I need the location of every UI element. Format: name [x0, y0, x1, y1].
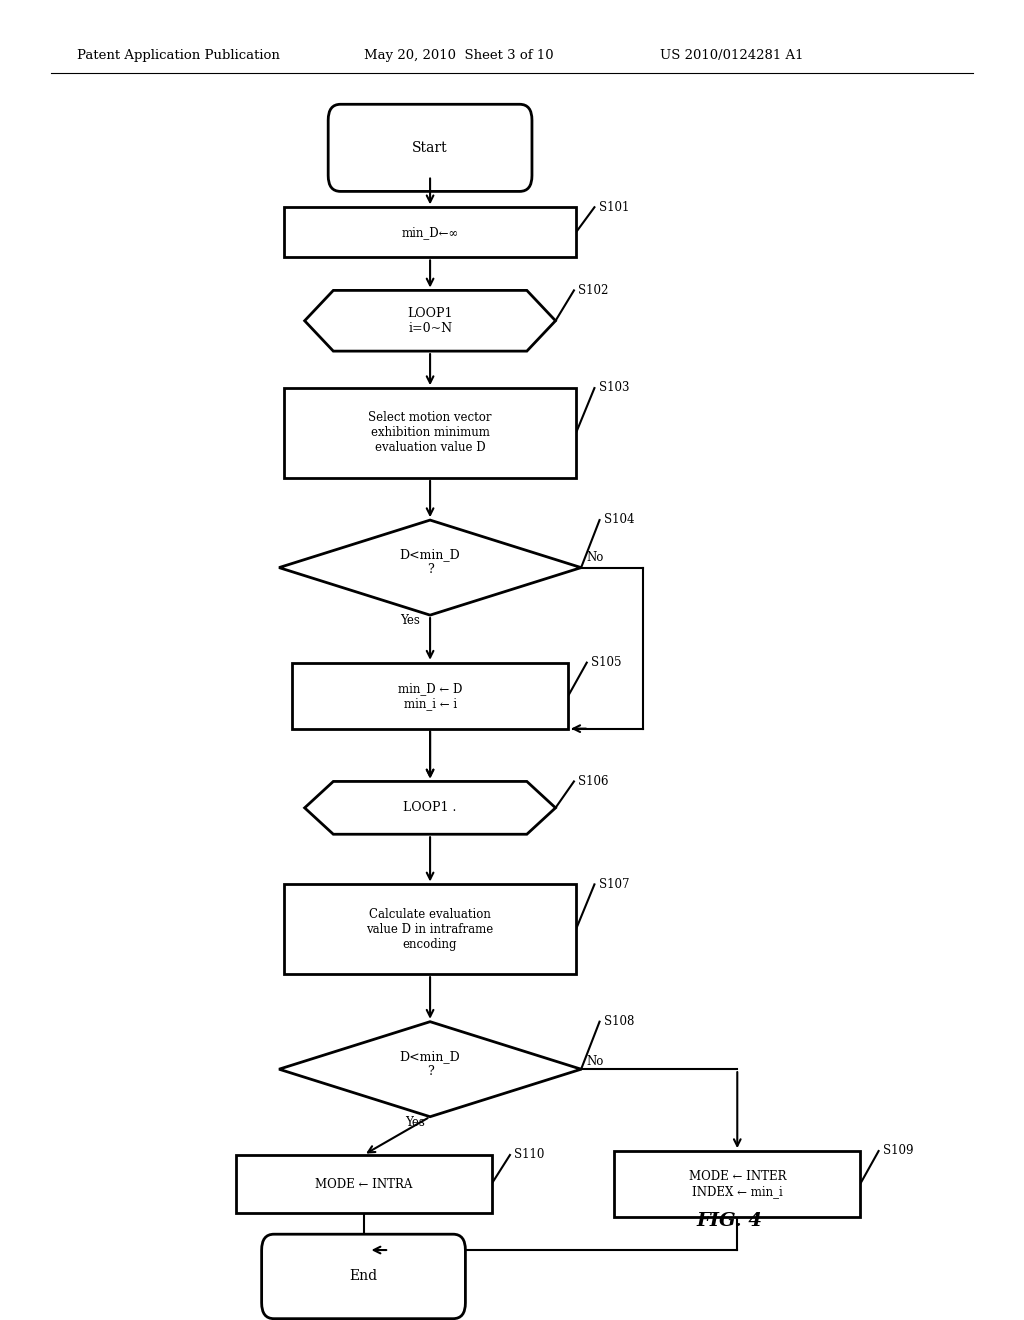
Bar [236, 1155, 492, 1213]
Text: MODE ← INTRA: MODE ← INTRA [314, 1177, 413, 1191]
FancyBboxPatch shape [328, 104, 532, 191]
Text: S110: S110 [514, 1148, 545, 1162]
Bar [614, 1151, 860, 1217]
Text: Patent Application Publication: Patent Application Publication [77, 49, 280, 62]
Text: LOOP1 .: LOOP1 . [403, 801, 457, 814]
Text: Calculate evaluation
value D in intraframe
encoding: Calculate evaluation value D in intrafra… [367, 908, 494, 950]
Text: Start: Start [413, 141, 447, 154]
Text: LOOP1
i=0~N: LOOP1 i=0~N [408, 306, 453, 335]
Text: Yes: Yes [406, 1115, 425, 1129]
Bar [284, 884, 575, 974]
Bar [284, 207, 575, 257]
Text: S104: S104 [604, 513, 634, 527]
Polygon shape [305, 290, 555, 351]
Text: S107: S107 [598, 878, 629, 891]
Polygon shape [279, 520, 582, 615]
Text: S103: S103 [598, 381, 629, 395]
Text: May 20, 2010  Sheet 3 of 10: May 20, 2010 Sheet 3 of 10 [364, 49, 553, 62]
Bar [284, 388, 575, 478]
Text: D<min_D
?: D<min_D ? [399, 1049, 461, 1078]
Polygon shape [279, 1022, 582, 1117]
Text: min_D ← D
min_i ← i: min_D ← D min_i ← i [398, 681, 462, 710]
Text: Select motion vector
exhibition minimum
evaluation value D: Select motion vector exhibition minimum … [369, 412, 492, 454]
Text: No: No [586, 550, 603, 564]
Text: S109: S109 [883, 1144, 913, 1158]
Bar [292, 663, 568, 729]
FancyBboxPatch shape [261, 1234, 465, 1319]
Text: S105: S105 [591, 656, 622, 669]
Text: min_D←∞: min_D←∞ [401, 226, 459, 239]
Text: MODE ← INTER
INDEX ← min_i: MODE ← INTER INDEX ← min_i [688, 1170, 786, 1199]
Text: D<min_D
?: D<min_D ? [399, 548, 461, 577]
Text: No: No [586, 1055, 603, 1068]
Text: S106: S106 [578, 775, 608, 788]
Text: Yes: Yes [400, 614, 420, 627]
Text: S108: S108 [604, 1015, 634, 1028]
Text: S101: S101 [598, 201, 629, 214]
Text: S102: S102 [578, 284, 608, 297]
Text: FIG. 4: FIG. 4 [696, 1212, 762, 1230]
Text: US 2010/0124281 A1: US 2010/0124281 A1 [660, 49, 804, 62]
Polygon shape [305, 781, 555, 834]
Text: End: End [349, 1270, 378, 1283]
